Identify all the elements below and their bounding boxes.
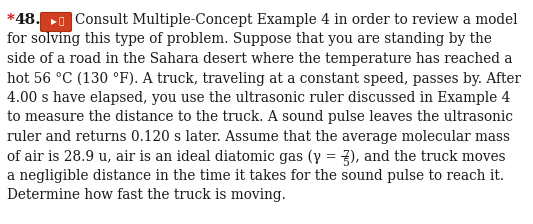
FancyBboxPatch shape bbox=[41, 13, 71, 32]
Text: a negligible distance in the time it takes for the sound pulse to reach it.: a negligible distance in the time it tak… bbox=[7, 169, 504, 183]
Text: *: * bbox=[7, 13, 15, 27]
Text: for solving this type of problem. Suppose that you are standing by the: for solving this type of problem. Suppos… bbox=[7, 32, 492, 47]
Text: side of a road in the Sahara desert where the temperature has reached a: side of a road in the Sahara desert wher… bbox=[7, 52, 513, 66]
Text: of air is 28.9 u, air is an ideal diatomic gas (γ =: of air is 28.9 u, air is an ideal diatom… bbox=[7, 149, 341, 164]
Text: 7: 7 bbox=[342, 151, 349, 161]
Text: ), and the truck moves: ), and the truck moves bbox=[350, 149, 506, 164]
Text: Consult Multiple-Concept Example 4 in order to review a model: Consult Multiple-Concept Example 4 in or… bbox=[75, 13, 518, 27]
Text: 5: 5 bbox=[342, 157, 349, 168]
Text: Determine how fast the truck is moving.: Determine how fast the truck is moving. bbox=[7, 189, 286, 202]
Text: ruler and returns 0.120 s later. Assume that the average molecular mass: ruler and returns 0.120 s later. Assume … bbox=[7, 130, 510, 144]
Text: 4.00 s have elapsed, you use the ultrasonic ruler discussed in Example 4: 4.00 s have elapsed, you use the ultraso… bbox=[7, 91, 511, 105]
Text: ⏸: ⏸ bbox=[58, 17, 64, 26]
Text: 48.: 48. bbox=[14, 13, 41, 27]
Text: to measure the distance to the truck. A sound pulse leaves the ultrasonic: to measure the distance to the truck. A … bbox=[7, 110, 513, 125]
Text: hot 56 °C (130 °F). A truck, traveling at a constant speed, passes by. After: hot 56 °C (130 °F). A truck, traveling a… bbox=[7, 71, 521, 86]
Text: ▶: ▶ bbox=[51, 17, 56, 26]
